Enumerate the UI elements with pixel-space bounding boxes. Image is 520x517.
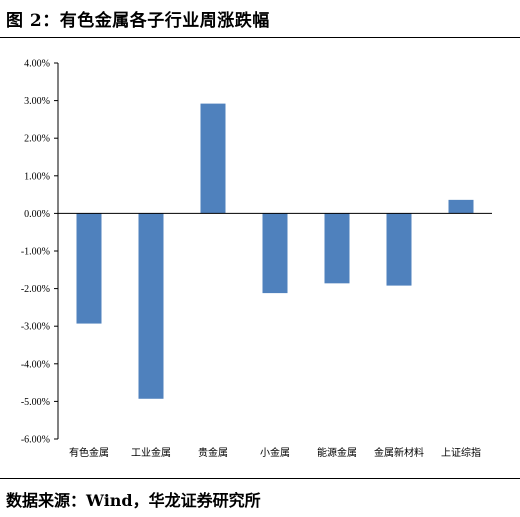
bar — [138, 213, 164, 399]
y-tick-label: 4.00% — [24, 59, 50, 70]
y-tick-label: -1.00% — [21, 247, 50, 258]
bar — [448, 199, 474, 214]
bar — [76, 213, 102, 324]
y-tick-label: 2.00% — [24, 134, 50, 145]
source-note: 数据来源：Wind，华龙证券研究所 — [6, 491, 261, 510]
category-label: 上证综指 — [441, 446, 481, 459]
y-axis: 4.00% 3.00% 2.00% 1.00% 0.00% -1.00% -2.00% -3.… — [21, 59, 59, 446]
bottom-rule — [0, 478, 520, 479]
category-label: 有色金属 — [69, 446, 109, 459]
category-label: 小金属 — [260, 446, 290, 459]
category-label: 工业金属 — [131, 446, 171, 459]
top-rule — [0, 37, 520, 38]
y-tick-label: -6.00% — [21, 435, 50, 446]
category-label: 贵金属 — [198, 446, 228, 459]
y-tick-label: 3.00% — [24, 96, 50, 107]
bar — [262, 213, 288, 294]
y-tick-label: 1.00% — [24, 171, 50, 182]
bars — [76, 103, 474, 399]
y-tick-label: 0.00% — [24, 209, 50, 220]
y-tick-label: -4.00% — [21, 359, 50, 370]
category-label: 金属新材料 — [374, 446, 424, 459]
y-tick-label: -2.00% — [21, 284, 50, 295]
category-label: 能源金属 — [317, 446, 357, 459]
category-labels: 有色金属 工业金属 贵金属 小金属 能源金属 金属新材料 上证综指 — [69, 446, 481, 459]
bar — [386, 213, 412, 286]
y-tick-label: -5.00% — [21, 397, 50, 408]
y-tick-label: -3.00% — [21, 322, 50, 333]
bar — [324, 213, 350, 284]
figure-title: 图 2：有色金属各子行业周涨跌幅 — [6, 11, 270, 31]
bar — [200, 103, 226, 214]
bar-chart: 4.00% 3.00% 2.00% 1.00% 0.00% -1.00% -2.00% -3.… — [21, 59, 492, 459]
